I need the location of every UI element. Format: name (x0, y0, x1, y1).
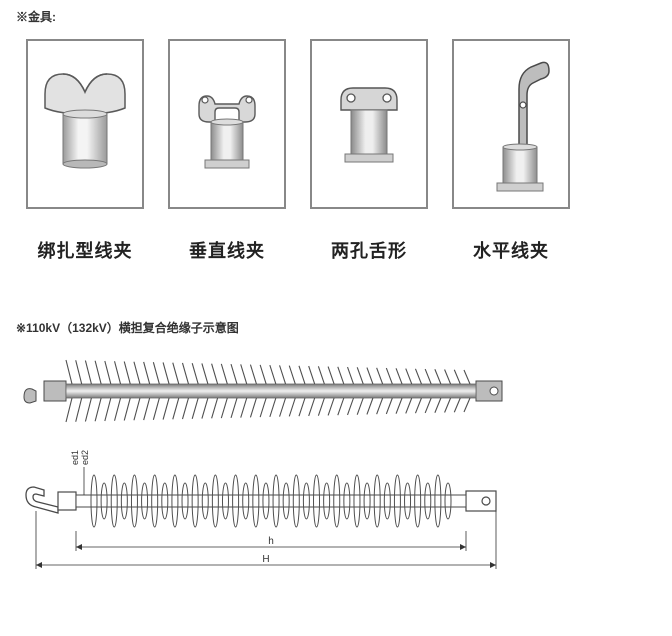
fittings-heading: ※金具: (16, 8, 656, 25)
clamp-item-twohole: 两孔舌形 (310, 39, 428, 263)
clamp-item-vertical: 垂直线夹 (168, 39, 286, 263)
clamp-vertical-icon (179, 64, 275, 184)
clamp-label-twohole: 两孔舌形 (331, 237, 407, 263)
insulator-heading: ※110kV（132kV）横担复合绝缘子示意图 (16, 319, 656, 336)
svg-text:h: h (268, 536, 274, 547)
clamp-frame-vertical (168, 39, 286, 209)
clamp-label-horizontal: 水平线夹 (473, 237, 549, 263)
clamp-item-horizontal: 水平线夹 (452, 39, 570, 263)
svg-text:ed1: ed1 (70, 450, 80, 465)
clamp-horizontal-icon (463, 49, 559, 199)
svg-text:H: H (262, 554, 269, 565)
insulator-svg: ed1ed2 hH (16, 346, 516, 606)
clamp-frame-binding (26, 39, 144, 209)
clamp-frame-twohole (310, 39, 428, 209)
clamp-label-vertical: 垂直线夹 (189, 237, 265, 263)
clamp-row: 绑扎型线夹 垂直线夹 (16, 39, 656, 263)
clamp-frame-horizontal (452, 39, 570, 209)
svg-text:ed2: ed2 (80, 450, 90, 465)
clamp-binding-icon (37, 64, 133, 184)
clamp-label-binding: 绑扎型线夹 (38, 237, 133, 263)
insulator-diagram: ed1ed2 hH (16, 346, 516, 611)
clamp-item-binding: 绑扎型线夹 (26, 39, 144, 263)
clamp-twohole-icon (321, 64, 417, 184)
